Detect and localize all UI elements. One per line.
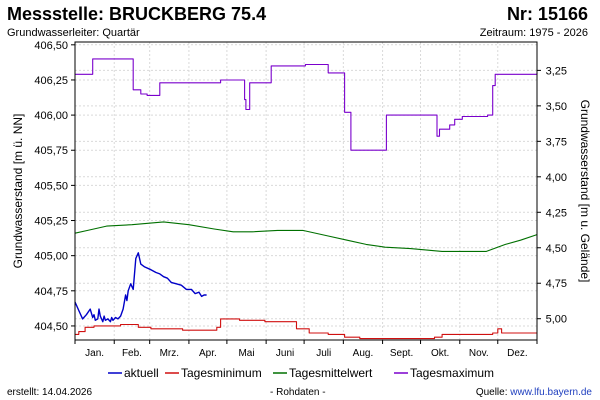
y-tick-label-right: 4,75: [546, 278, 567, 290]
y-axis-label-left: Grundwasserstand [m ü. NN]: [11, 114, 25, 269]
source-label: Quelle:: [475, 387, 511, 398]
source-url[interactable]: www.lfu.bayern.de: [510, 387, 592, 398]
y-tick-label-left: 405,00: [34, 251, 68, 263]
x-tick-label: Feb.: [122, 348, 142, 359]
plot-area: [75, 42, 537, 340]
source-link[interactable]: Quelle: www.lfu.bayern.de: [476, 387, 592, 398]
y-tick-label-left: 406,25: [34, 75, 68, 87]
raw-data-note: - Rohdaten -: [270, 387, 326, 398]
y-tick-label-left: 406,50: [34, 40, 68, 52]
series-line-aktuell: [74, 252, 207, 323]
x-tick-label: Mai: [238, 348, 254, 359]
legend-label-mittel: Tagesmittelwert: [289, 366, 373, 380]
y-tick-label-right: 4,25: [546, 207, 567, 219]
x-tick-label: Mrz.: [160, 348, 179, 359]
series-line-mittel: [74, 221, 538, 252]
y-tick-label-right: 5,00: [546, 314, 567, 326]
y-tick-label-right: 3,50: [546, 101, 567, 113]
station-number: Nr: 15166: [506, 4, 588, 24]
series-line-minimum: [75, 318, 537, 340]
series-line-maximum: [75, 58, 538, 151]
x-tick-label: Dez.: [507, 348, 528, 359]
x-tick-label: Jan.: [85, 348, 104, 359]
legend-label-minimum: Tagesminimum: [181, 366, 262, 380]
y-tick-label-left: 405,50: [34, 180, 68, 192]
legend-label-maximum: Tagesmaximum: [410, 366, 494, 380]
aquifer-label: Grundwasserleiter: Quartär: [7, 27, 140, 39]
x-tick-label: Juni: [276, 348, 294, 359]
y-tick-label-left: 405,75: [34, 145, 68, 157]
x-tick-label: Sept.: [390, 348, 413, 359]
y-tick-label-right: 4,50: [546, 243, 567, 255]
y-tick-label-left: 405,25: [34, 216, 68, 228]
y-tick-label-left: 404,75: [34, 286, 68, 298]
y-axis-label-right: Grundwasserstand [m u. Gelände]: [578, 100, 592, 283]
x-tick-label: Nov.: [469, 348, 489, 359]
x-tick-label: Juli: [316, 348, 331, 359]
x-tick-label: Okt.: [431, 348, 449, 359]
plot-frame: [74, 41, 538, 341]
x-tick-label: Aug.: [353, 348, 374, 359]
y-tick-label-right: 3,25: [546, 65, 567, 77]
y-tick-label-right: 3,75: [546, 136, 567, 148]
legend-label-aktuell: aktuell: [124, 366, 159, 380]
y-tick-label-left: 406,00: [34, 110, 68, 122]
period-label: Zeitraum: 1975 - 2026: [479, 27, 588, 39]
y-tick-label-left: 404,50: [34, 321, 68, 333]
station-title: Messstelle: BRUCKBERG 75.4: [7, 4, 267, 24]
created-date: erstellt: 14.04.2026: [7, 387, 93, 398]
x-tick-label: Apr.: [199, 348, 217, 359]
y-tick-label-right: 4,00: [546, 172, 567, 184]
